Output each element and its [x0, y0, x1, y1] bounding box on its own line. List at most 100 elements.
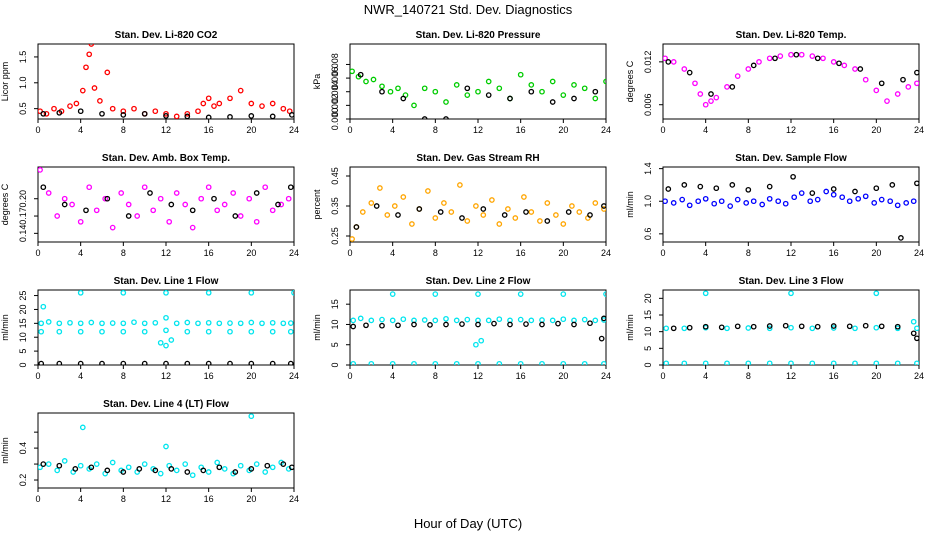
data-point [287, 360, 294, 365]
data-point [264, 462, 271, 469]
data-point [350, 323, 357, 330]
y-axis-label: ml/min [625, 314, 635, 341]
data-point [910, 198, 917, 205]
data-point [389, 360, 396, 365]
data-point [852, 325, 858, 332]
x-tick-label: 8 [121, 125, 126, 135]
data-point [464, 316, 471, 323]
data-point [214, 207, 221, 214]
data-point [894, 360, 901, 365]
data-point [432, 317, 439, 324]
points-layer [38, 413, 294, 479]
data-point [400, 194, 407, 200]
data-point [889, 182, 896, 188]
x-tick-label: 8 [746, 125, 751, 135]
data-point [782, 200, 789, 207]
x-tick-label: 12 [786, 125, 796, 135]
data-point [459, 321, 465, 327]
data-point [903, 200, 910, 206]
data-point [421, 317, 428, 323]
data-point [93, 207, 100, 214]
data-point [862, 193, 869, 200]
data-point [269, 113, 276, 119]
data-point [200, 467, 207, 474]
data-point [790, 173, 796, 180]
data-point [278, 201, 285, 208]
data-point [782, 322, 789, 329]
data-point [237, 320, 244, 327]
data-point [839, 194, 846, 201]
data-point [395, 322, 401, 329]
data-point [491, 320, 497, 327]
data-point [391, 203, 398, 209]
data-point [379, 316, 385, 323]
data-point [350, 236, 355, 242]
y-tick-label: 15 [330, 299, 340, 309]
data-point [56, 109, 63, 116]
panel-title: Stan. Dev. Li-820 CO2 [115, 30, 218, 41]
data-point [528, 317, 535, 324]
data-point [496, 221, 503, 227]
data-point [517, 316, 524, 323]
data-point [448, 209, 455, 215]
data-point [729, 84, 736, 90]
data-point [581, 360, 588, 365]
data-point [73, 100, 80, 107]
y-tick-label: 0.5 [18, 102, 28, 115]
y-tick-label: 20 [18, 304, 28, 314]
data-point [61, 201, 68, 208]
data-point [549, 99, 556, 105]
x-tick-label: 8 [121, 494, 126, 504]
data-point [38, 464, 43, 471]
data-point [560, 316, 567, 323]
data-point [432, 360, 439, 365]
data-point [663, 360, 670, 365]
data-point [702, 195, 709, 202]
x-tick-label: 0 [347, 248, 352, 258]
x-tick-label: 4 [78, 248, 83, 258]
data-point [601, 203, 606, 209]
data-point [368, 360, 375, 365]
data-point [443, 321, 449, 328]
data-point [120, 360, 127, 365]
data-point [745, 325, 752, 331]
data-point [681, 66, 688, 72]
data-point [517, 291, 524, 297]
data-point [83, 207, 89, 214]
data-point [775, 198, 782, 205]
data-point [54, 213, 61, 219]
data-point [262, 184, 269, 191]
panel-6: Stan. Dev. Sample Flow ml/min 0 4 8 12 16 20 24 0… [625, 153, 924, 258]
data-point [221, 466, 228, 472]
data-point [152, 108, 159, 115]
data-point [379, 83, 385, 90]
data-point [163, 314, 169, 321]
data-point [539, 88, 545, 95]
data-point [592, 88, 599, 95]
data-point [182, 461, 189, 467]
y-tick-label: 0 [330, 362, 340, 367]
data-point [708, 98, 714, 104]
x-tick-label: 8 [746, 248, 751, 258]
data-point [729, 182, 736, 188]
data-point [425, 188, 431, 194]
data-point [809, 190, 816, 196]
data-point [99, 110, 105, 117]
data-point [227, 95, 233, 102]
points-layer [350, 68, 606, 119]
data-point [560, 291, 567, 297]
data-point [248, 290, 255, 296]
panel-4: Stan. Dev. Amb. Box Temp. degrees C 0 4 8 12 1… [0, 153, 299, 258]
data-point [711, 200, 718, 207]
data-point [141, 360, 148, 365]
data-point [592, 200, 599, 206]
y-tick-label: 0.000 [330, 108, 340, 131]
data-point [120, 469, 127, 475]
x-tick-label: 4 [390, 248, 395, 258]
x-tick-label: 16 [204, 494, 214, 504]
data-point [549, 78, 556, 85]
x-tick-label: 20 [246, 248, 256, 258]
data-point [214, 459, 221, 466]
data-point [395, 212, 401, 218]
data-point [692, 80, 698, 87]
